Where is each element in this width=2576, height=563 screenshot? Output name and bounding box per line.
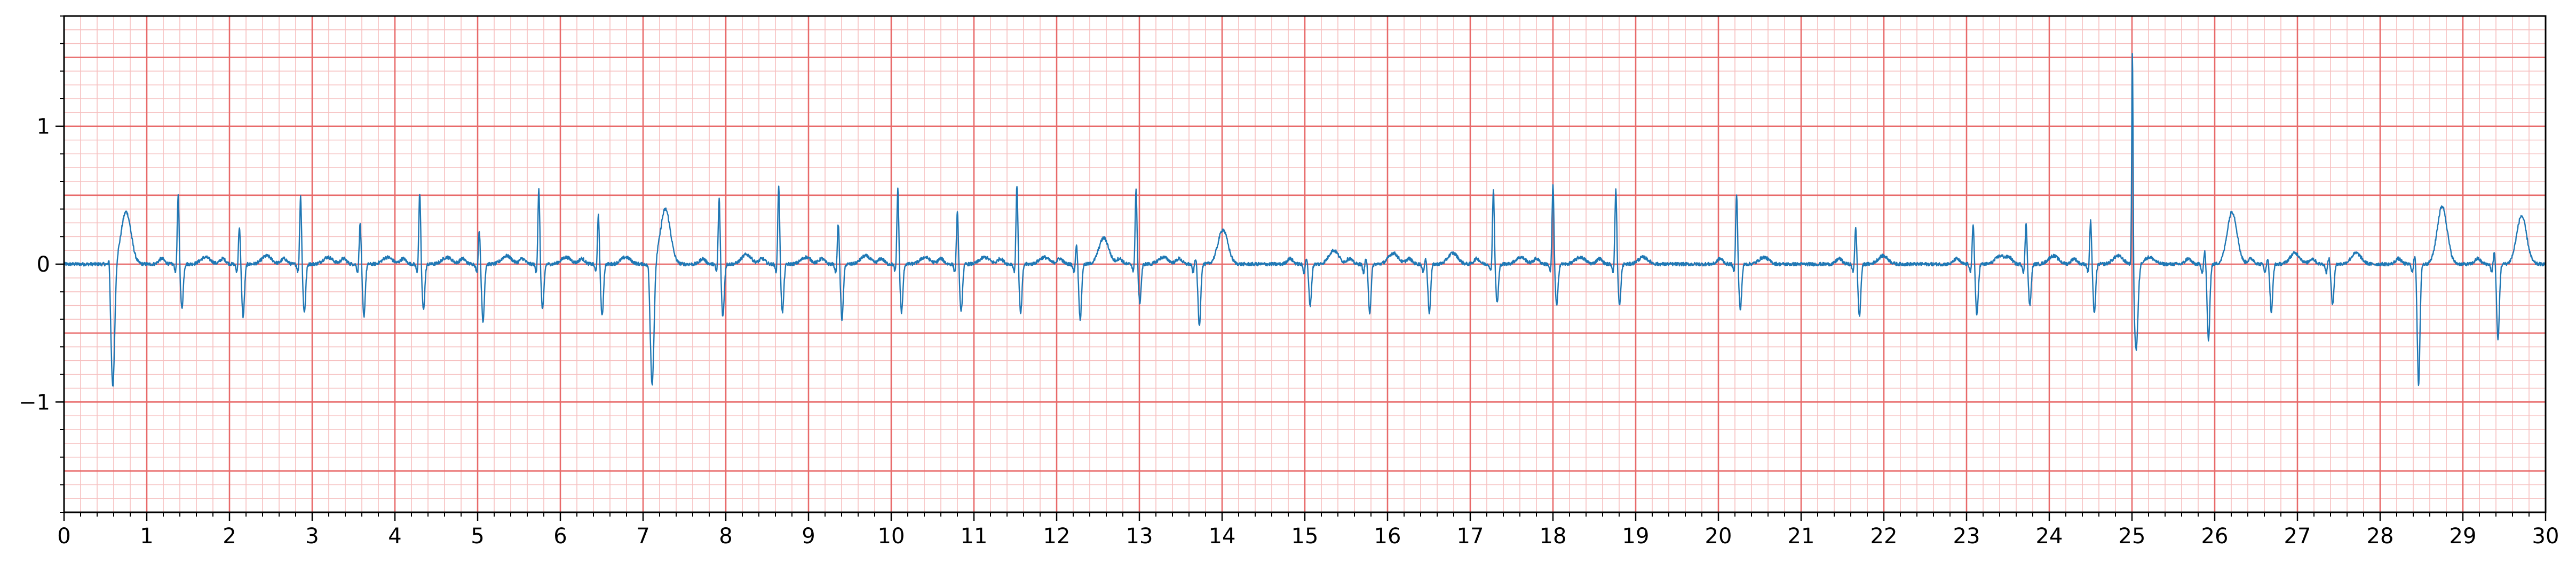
x-tick-label: 17 xyxy=(1457,524,1484,549)
x-tick-label: 29 xyxy=(2450,524,2477,549)
x-tick-label: 15 xyxy=(1291,524,1319,549)
x-tick-label: 20 xyxy=(1705,524,1732,549)
x-tick-label: 4 xyxy=(388,524,401,549)
x-tick-label: 5 xyxy=(471,524,484,549)
x-tick-label: 1 xyxy=(140,524,153,549)
x-tick-label: 14 xyxy=(1209,524,1236,549)
x-tick-label: 22 xyxy=(1870,524,1898,549)
x-tick-label: 10 xyxy=(878,524,905,549)
x-tick-label: 0 xyxy=(57,524,70,549)
x-tick-label: 24 xyxy=(2036,524,2063,549)
plot-area xyxy=(63,15,2547,513)
x-tick-label: 28 xyxy=(2367,524,2394,549)
x-tick-label: 21 xyxy=(1788,524,1815,549)
x-tick-label: 11 xyxy=(961,524,988,549)
x-axis: 0 1 2 3 4 5 6 7 8 9 10 11 12 13 14 15 16 17 18 19 20 21 22 23 24… xyxy=(57,512,2559,549)
y-tick-label: 1 xyxy=(37,115,50,139)
y-tick-label: 0 xyxy=(37,252,50,277)
x-tick-label: 26 xyxy=(2201,524,2229,549)
x-tick-label: 18 xyxy=(1540,524,1567,549)
x-tick-label: 19 xyxy=(1622,524,1650,549)
x-tick-label: 30 xyxy=(2532,524,2559,549)
x-tick-label: 9 xyxy=(802,524,815,549)
x-tick-label: 8 xyxy=(719,524,732,549)
y-tick-label: −1 xyxy=(19,390,50,415)
x-tick-label: 2 xyxy=(223,524,236,549)
x-tick-label: 25 xyxy=(2119,524,2146,549)
x-tick-label: 13 xyxy=(1126,524,1153,549)
series-layer xyxy=(63,53,2547,387)
y-axis: −1 0 1 xyxy=(19,15,64,513)
x-tick-label: 12 xyxy=(1043,524,1071,549)
x-tick-label: 6 xyxy=(553,524,567,549)
x-tick-label: 16 xyxy=(1374,524,1401,549)
x-tick-label: 27 xyxy=(2284,524,2311,549)
x-tick-label: 7 xyxy=(636,524,649,549)
ecg-series-line xyxy=(63,53,2547,387)
x-tick-label: 3 xyxy=(305,524,319,549)
x-tick-label: 23 xyxy=(1953,524,1980,549)
